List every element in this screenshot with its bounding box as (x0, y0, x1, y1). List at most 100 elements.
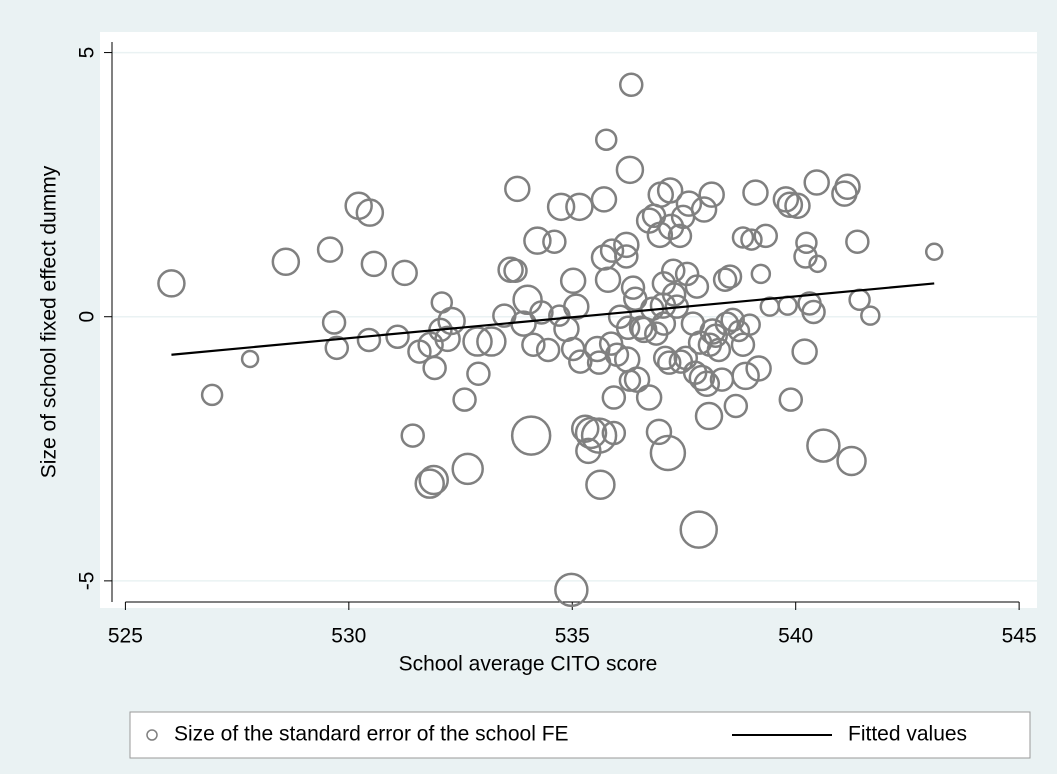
bubble (795, 231, 818, 255)
bubble (510, 415, 552, 456)
bubble (727, 319, 751, 343)
bubble (714, 311, 740, 336)
bubble (745, 355, 772, 382)
bubble (594, 266, 622, 293)
y-tick-label: -5 (76, 572, 99, 591)
bubble (628, 315, 654, 341)
bubble (157, 269, 186, 298)
bubble (601, 420, 627, 446)
bubble (730, 332, 756, 357)
bubble (321, 310, 347, 335)
bubble (688, 364, 716, 392)
bubble (801, 299, 826, 325)
bubble (706, 337, 732, 363)
bubble (615, 315, 641, 341)
x-axis-title: School average CITO score (399, 653, 658, 676)
bubble (694, 401, 724, 431)
bubble (742, 179, 769, 206)
bubble (845, 229, 870, 254)
bubble (740, 228, 763, 251)
bubble (529, 300, 554, 325)
bubble (590, 186, 618, 213)
bubble (675, 190, 703, 217)
bubble (649, 434, 687, 472)
bubble (690, 196, 718, 223)
bubble (652, 345, 678, 371)
bubble (723, 393, 749, 419)
bubble (684, 274, 710, 299)
bubble (679, 510, 718, 549)
bubble (778, 387, 804, 412)
bubble (784, 192, 811, 220)
legend-label: Fitted values (848, 723, 967, 746)
bubble (355, 198, 385, 227)
bubble (570, 414, 600, 443)
bubble (385, 324, 410, 350)
bubble (476, 326, 507, 357)
legend-label: Size of the standard error of the school… (174, 723, 569, 746)
bubble (860, 305, 881, 326)
bubble (667, 223, 693, 249)
bubble (594, 128, 618, 151)
bubble (731, 361, 760, 391)
bubble (619, 72, 644, 98)
bubble (504, 175, 531, 203)
bubble (738, 313, 761, 336)
bubble (806, 428, 841, 463)
bubble (712, 267, 738, 292)
bubble (414, 468, 445, 499)
bubble (601, 385, 627, 410)
bubble (356, 327, 382, 353)
bubble (615, 155, 645, 185)
bubble (535, 337, 561, 363)
bubble (656, 350, 682, 375)
bubble (791, 338, 818, 365)
bubble (720, 307, 745, 333)
x-tick-label: 525 (108, 625, 143, 648)
bubble (776, 191, 804, 218)
bubble (574, 416, 608, 450)
bubble (834, 173, 861, 201)
bubble (651, 311, 677, 336)
bubble (635, 384, 663, 411)
bubble (563, 293, 590, 320)
bubble (575, 437, 602, 465)
y-tick-label: 0 (76, 311, 99, 323)
bubble (731, 226, 755, 249)
legend-marker (146, 729, 158, 741)
x-tick-label: 540 (778, 625, 813, 648)
bubble (661, 282, 687, 307)
x-tick-label: 530 (331, 625, 366, 648)
bubble (623, 366, 651, 393)
y-axis-title: Size of school fixed effect dummy (38, 165, 61, 478)
bubble (200, 383, 224, 407)
y-tick-label: 5 (76, 47, 99, 59)
bubble (521, 332, 546, 357)
bubble (418, 464, 449, 496)
bubble (717, 264, 743, 289)
bubble (523, 226, 552, 255)
bubble (360, 250, 388, 278)
bubble (698, 181, 725, 208)
bubble (451, 452, 484, 486)
bubble (568, 349, 593, 374)
bubble (565, 192, 594, 222)
bubble (661, 258, 686, 284)
bubble (656, 177, 684, 204)
bubble (503, 258, 528, 284)
bubble (580, 417, 618, 454)
bubble (324, 335, 350, 361)
bubble (316, 236, 344, 263)
bubble (584, 335, 611, 363)
bubble (924, 242, 944, 261)
bubble (466, 361, 491, 387)
bubble (808, 254, 827, 274)
bubble (512, 284, 543, 316)
bubble (240, 349, 260, 369)
bubble (693, 370, 721, 398)
bubble (645, 418, 673, 446)
fitted-line (171, 282, 935, 356)
x-tick-label: 545 (1002, 625, 1037, 648)
